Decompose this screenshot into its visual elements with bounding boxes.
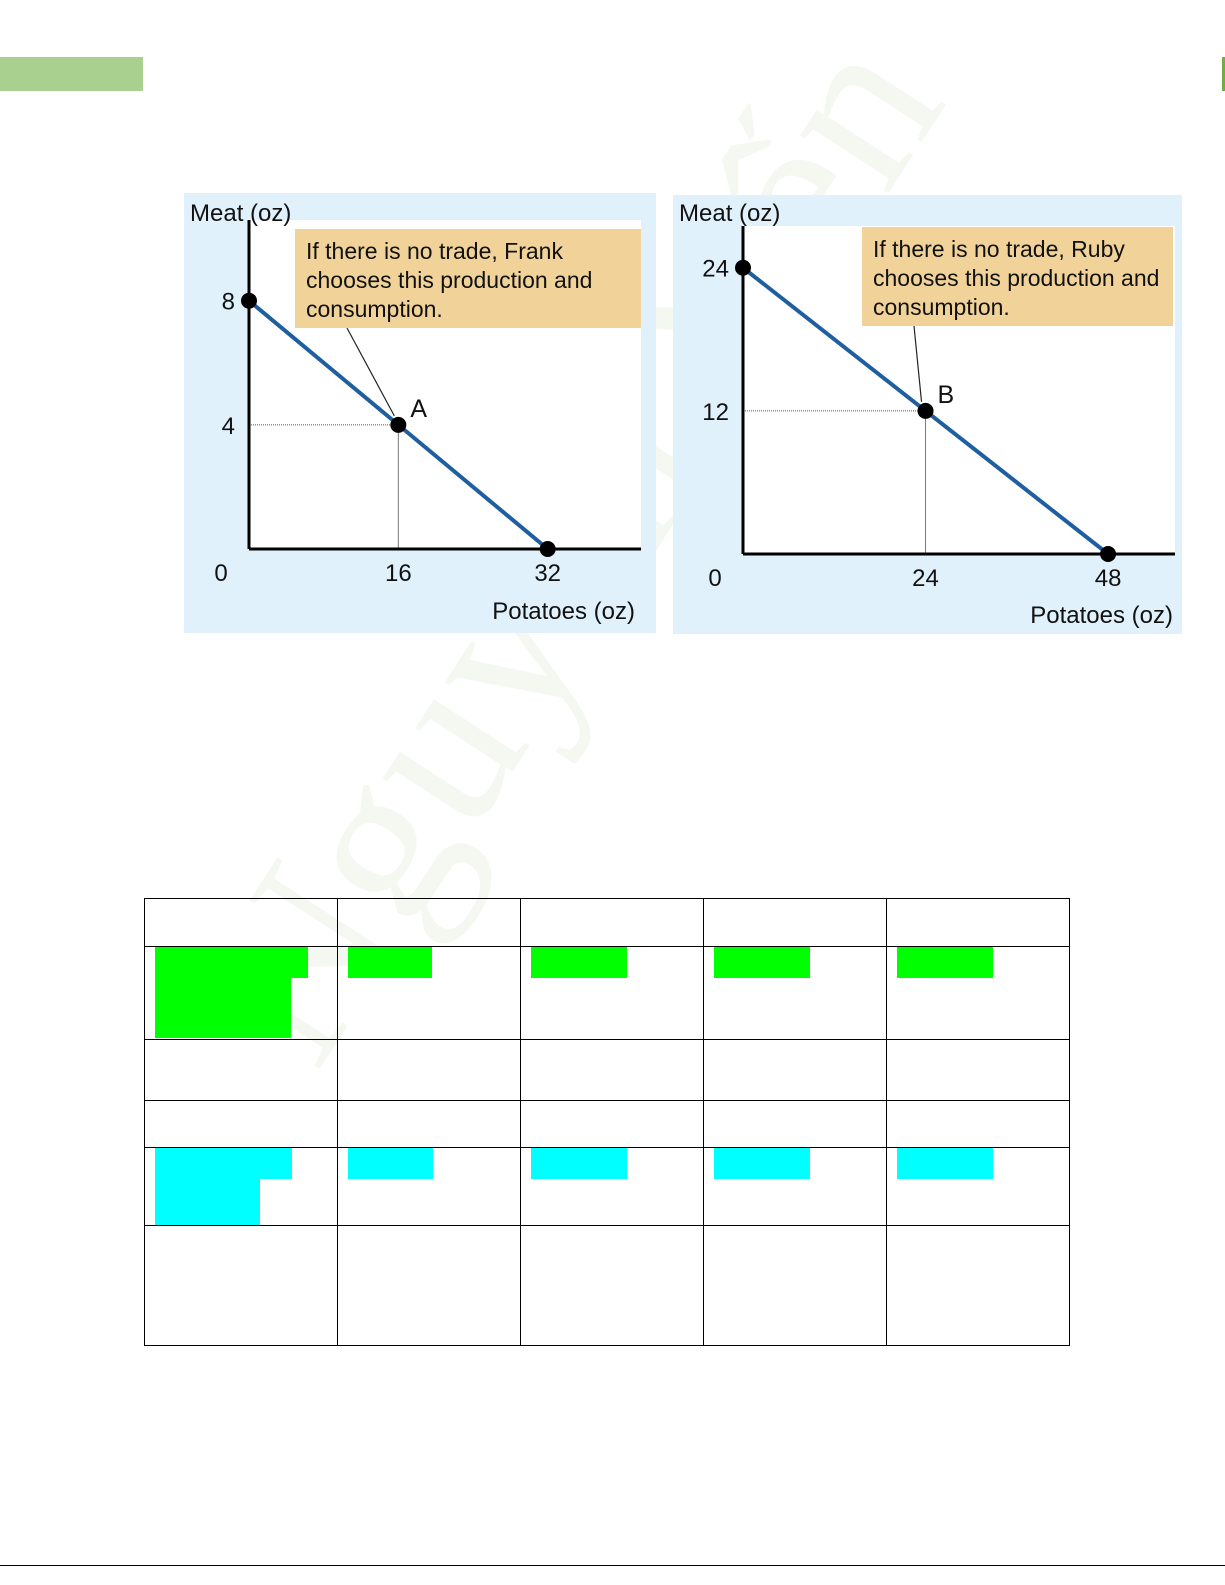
x-tick-label: 32 [534, 560, 561, 587]
x-tick-label: 16 [385, 560, 412, 587]
table-cell [886, 1225, 1070, 1346]
data-point [390, 416, 407, 433]
section-tab-edge [1222, 57, 1225, 91]
callout-text-line: consumption. [873, 294, 1010, 320]
table-cell [520, 1039, 704, 1101]
callout-box [295, 229, 641, 328]
green-highlight [155, 947, 308, 978]
table-cell [703, 1039, 887, 1101]
green-highlight [897, 947, 993, 978]
data-point [241, 292, 257, 309]
y-tick-label: 8 [222, 289, 235, 316]
section-tab [0, 57, 143, 91]
table-cell [337, 1225, 521, 1346]
x-tick-label: 24 [912, 565, 939, 592]
data-point [917, 402, 934, 419]
frank-ppf-chart: If there is no trade, Frank chooses this … [184, 193, 656, 633]
cyan-highlight [348, 1148, 433, 1179]
y-tick-label: 24 [702, 256, 729, 283]
y-tick-label: 4 [222, 413, 235, 440]
green-highlight [155, 978, 291, 1038]
point-label: A [410, 395, 427, 423]
table-cell [886, 1039, 1070, 1101]
cyan-highlight [897, 1148, 993, 1179]
x-tick-label: 48 [1095, 565, 1122, 592]
callout-text-line: consumption. [306, 296, 443, 322]
table-cell [144, 1100, 338, 1148]
cyan-highlight [155, 1148, 292, 1179]
table-cell [337, 1039, 521, 1101]
x-axis-label: Potatoes (oz) [492, 598, 635, 625]
cyan-highlight [714, 1148, 810, 1179]
table-cell [520, 1225, 704, 1346]
callout-text-line: If there is no trade, Frank [306, 238, 563, 264]
green-highlight [348, 947, 432, 978]
table-row [144, 1039, 1070, 1101]
table-row [144, 1100, 1070, 1148]
callout-box [862, 227, 1173, 326]
cyan-highlight [531, 1148, 627, 1179]
table-cell [703, 898, 887, 947]
table-row [144, 946, 1070, 1040]
table-cell [144, 1147, 338, 1226]
table-cell [886, 898, 1070, 947]
table-cell [886, 1147, 1070, 1226]
table-cell [337, 1147, 521, 1226]
callout-pointer [913, 325, 923, 402]
cyan-highlight [155, 1179, 260, 1225]
y-tick-label: 12 [702, 399, 729, 426]
table-cell [144, 946, 338, 1040]
green-highlight [714, 947, 810, 978]
y-axis-label: Meat (oz) [679, 200, 780, 227]
callout-text-line: chooses this production and [306, 267, 592, 293]
data-point [539, 541, 556, 557]
table-cell [144, 1039, 338, 1101]
ruby-ppf-chart: If there is no trade, Ruby chooses this p… [673, 195, 1182, 634]
callout-text-line: chooses this production and [873, 265, 1159, 291]
table-cell [337, 898, 521, 947]
table-cell [337, 1100, 521, 1148]
data-point [735, 259, 751, 276]
table-cell [886, 946, 1070, 1040]
table-cell [337, 946, 521, 1040]
data-point [1100, 546, 1117, 562]
table-cell [520, 898, 704, 947]
table-cell [144, 898, 338, 947]
callout-text-line: If there is no trade, Ruby [873, 236, 1125, 262]
table-cell [520, 1100, 704, 1148]
green-highlight [531, 947, 627, 978]
table-cell [144, 1225, 338, 1346]
table-row [144, 1225, 1070, 1346]
table-cell [703, 1147, 887, 1226]
y-axis-label: Meat (oz) [190, 200, 291, 227]
origin-label: 0 [708, 565, 721, 592]
x-axis-label: Potatoes (oz) [1030, 602, 1173, 629]
callout-pointer [346, 327, 395, 417]
point-label: B [938, 381, 955, 409]
table-cell [520, 946, 704, 1040]
table-cell [703, 1225, 887, 1346]
origin-label: 0 [214, 560, 227, 587]
table-cell [703, 946, 887, 1040]
data-table [144, 898, 1070, 1346]
table-cell [520, 1147, 704, 1226]
table-row [144, 1147, 1070, 1226]
table-cell [703, 1100, 887, 1148]
table-cell [886, 1100, 1070, 1148]
footer-rule [0, 1565, 1225, 1566]
table-row [144, 898, 1070, 947]
